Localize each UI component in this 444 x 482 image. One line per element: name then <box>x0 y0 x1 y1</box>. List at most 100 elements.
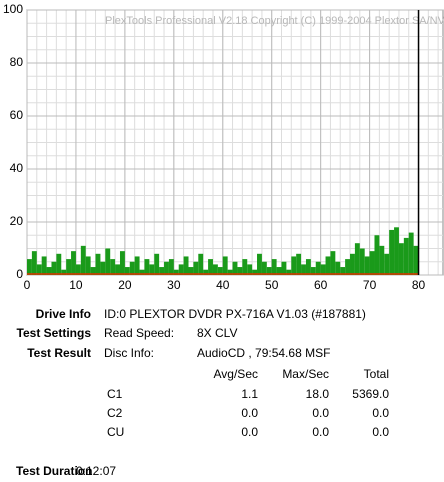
bar <box>71 251 76 275</box>
bar <box>232 261 238 275</box>
bar <box>247 264 253 275</box>
y-tick-label: 100 <box>3 2 23 16</box>
bar <box>384 253 390 275</box>
bar <box>266 267 272 275</box>
bar <box>66 259 72 275</box>
bar <box>291 256 297 275</box>
bar <box>354 243 360 275</box>
bar <box>394 227 399 275</box>
label: Test Settings <box>16 326 91 340</box>
cell: 0.0 <box>372 406 389 420</box>
y-tick-label: 40 <box>10 161 24 175</box>
bar <box>159 267 165 275</box>
bar <box>345 259 351 275</box>
column-header: Avg/Sec <box>213 367 258 381</box>
bar <box>203 269 209 275</box>
label: Drive Info <box>35 307 91 321</box>
bar <box>413 245 419 275</box>
bar <box>364 256 370 275</box>
bar <box>164 261 169 275</box>
bar <box>154 253 160 275</box>
bar <box>139 269 145 275</box>
bar <box>330 251 336 275</box>
value: ID:0 PLEXTOR DVDR PX-716A V1.03 (#187881… <box>104 307 366 321</box>
value: 0:12:07 <box>76 464 117 478</box>
column-header: Max/Sec <box>282 367 329 381</box>
bar <box>149 264 155 275</box>
bar <box>359 248 365 275</box>
value: AudioCD , 79:54.68 MSF <box>197 346 331 360</box>
bar <box>271 259 277 275</box>
y-tick-label: 0 <box>16 267 23 281</box>
bar <box>168 259 174 275</box>
bar <box>305 259 311 275</box>
bar <box>257 253 262 275</box>
bar <box>325 256 331 275</box>
cell: 0.0 <box>312 425 329 439</box>
bar <box>105 248 111 275</box>
bar <box>242 259 248 275</box>
bar <box>217 267 223 275</box>
cell: 1.1 <box>241 387 258 401</box>
bar <box>408 232 414 275</box>
bar <box>403 237 409 275</box>
column-header: Total <box>363 367 389 381</box>
bar <box>178 264 184 275</box>
bar <box>188 267 194 275</box>
bar <box>222 256 228 275</box>
value: 8X CLV <box>197 326 238 340</box>
bar <box>36 264 42 275</box>
bar <box>310 267 316 275</box>
bar <box>173 269 179 275</box>
bar <box>296 253 302 275</box>
x-tick-label: 20 <box>118 278 132 292</box>
x-tick-label: 50 <box>265 278 279 292</box>
bar <box>276 267 282 275</box>
bar <box>389 229 395 275</box>
bar <box>27 259 32 275</box>
bar <box>208 259 213 275</box>
cell: 0.0 <box>241 406 258 420</box>
bar <box>212 264 218 275</box>
bar <box>350 253 355 275</box>
bar <box>286 269 292 275</box>
x-tick-label: 10 <box>69 278 83 292</box>
bar <box>144 259 150 275</box>
y-tick-label: 20 <box>10 214 24 228</box>
bar <box>61 269 67 275</box>
bar <box>95 253 101 275</box>
bar <box>340 267 346 275</box>
x-tick-label: 80 <box>412 278 426 292</box>
bar <box>85 256 91 275</box>
bar <box>51 261 57 275</box>
x-tick-label: 70 <box>363 278 377 292</box>
row-label: C2 <box>107 406 123 420</box>
cell: 0.0 <box>312 406 329 420</box>
bar <box>320 264 326 275</box>
bar <box>41 256 47 275</box>
bar <box>183 256 189 275</box>
row-label: CU <box>107 425 125 439</box>
bar <box>252 269 258 275</box>
bar <box>369 251 375 275</box>
y-tick-label: 60 <box>10 108 24 122</box>
x-tick-label: 40 <box>216 278 230 292</box>
cell: 0.0 <box>372 425 389 439</box>
bar <box>110 259 116 275</box>
bar <box>398 243 404 275</box>
bar <box>281 261 287 275</box>
bar <box>100 261 106 275</box>
bar <box>315 261 321 275</box>
bar <box>227 269 233 275</box>
bar <box>115 264 120 275</box>
key: Disc Info: <box>104 346 155 360</box>
x-tick-label: 30 <box>167 278 181 292</box>
bar <box>119 251 125 275</box>
y-tick-label: 80 <box>10 55 24 69</box>
x-tick-label: 0 <box>24 278 31 292</box>
bar <box>46 267 52 275</box>
bar <box>198 253 204 275</box>
label: Test Result <box>27 346 91 360</box>
chart: 0 20 40 60 80 100 0 10 20 30 40 50 60 70 80 PlexTools P… <box>3 2 444 292</box>
